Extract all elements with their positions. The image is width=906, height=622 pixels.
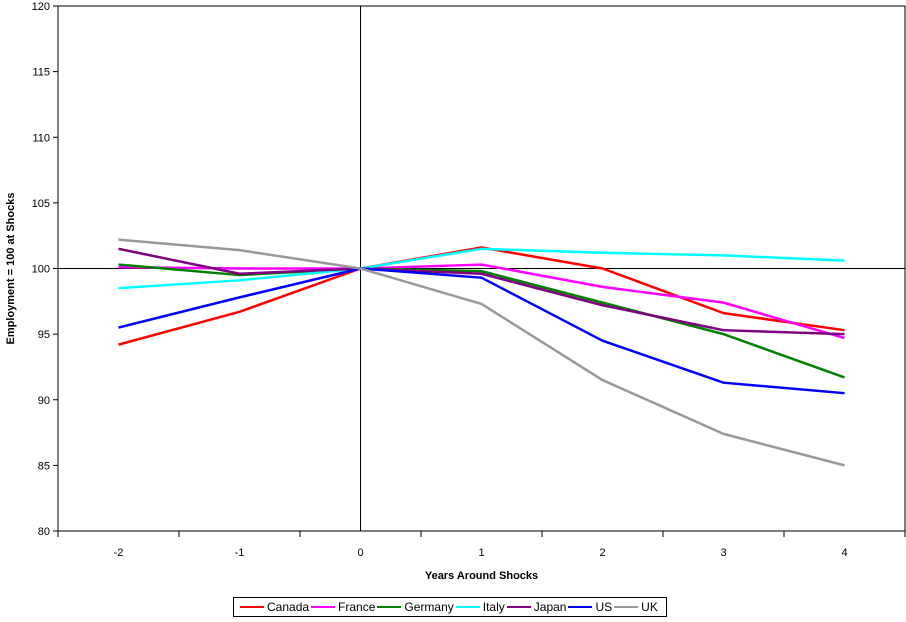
legend-swatch [240,606,264,608]
x-tick-label: 3 [720,547,726,559]
y-tick-label: 95 [38,329,50,341]
legend: Canada France Germany Italy Japan US UK [233,597,667,617]
legend-swatch [311,606,336,608]
legend-item-germany: Germany [377,600,454,614]
legend-item-italy: Italy [455,600,505,614]
series-line-us [118,267,845,395]
y-tick-label: 120 [32,1,50,13]
y-axis-title: Employment = 100 at Shocks [5,193,17,345]
x-tick-label: -2 [114,547,124,559]
legend-item-uk: UK [614,600,658,614]
y-tick-label: 80 [38,526,50,538]
series-line-italy [118,247,845,290]
series-line-japan [118,247,845,336]
y-tick-label: 110 [32,132,50,144]
legend-label: Italy [482,600,505,614]
legend-label: Japan [533,600,567,614]
y-tick-label: 90 [38,395,50,407]
y-tick-label: 100 [32,264,50,276]
legend-swatch [506,606,531,608]
x-tick-label: 2 [599,547,605,559]
legend-swatch [568,606,593,608]
legend-item-france: France [311,600,375,614]
x-tick-label: 4 [841,547,847,559]
legend-label: US [595,600,613,614]
series-lines [118,238,845,467]
legend-swatch [614,606,639,608]
legend-swatch [455,606,480,608]
legend-swatch [377,606,402,608]
legend-label: UK [641,600,658,614]
y-tick-label: 85 [38,460,50,472]
legend-item-us: US [568,600,612,614]
x-axis: -2 -1 0 1 2 3 4 [57,531,906,559]
y-tick-label: 115 [32,67,50,79]
series-line-germany [118,263,845,379]
y-tick-label: 105 [32,198,50,210]
x-axis-title: Years Around Shocks [425,570,538,582]
series-line-uk [118,238,845,467]
legend-label: France [338,600,376,614]
y-axis: 80 85 90 95 100 105 110 115 120 [32,1,58,538]
legend-label: Canada [267,600,310,614]
x-tick-label: -1 [235,547,245,559]
series-line-canada [118,246,845,346]
legend-item-canada: Canada [240,600,309,614]
legend-label: Germany [404,600,454,614]
legend-item-japan: Japan [506,600,567,614]
x-tick-label: 1 [478,547,484,559]
x-tick-label: 0 [357,547,363,559]
series-line-france [118,263,845,340]
